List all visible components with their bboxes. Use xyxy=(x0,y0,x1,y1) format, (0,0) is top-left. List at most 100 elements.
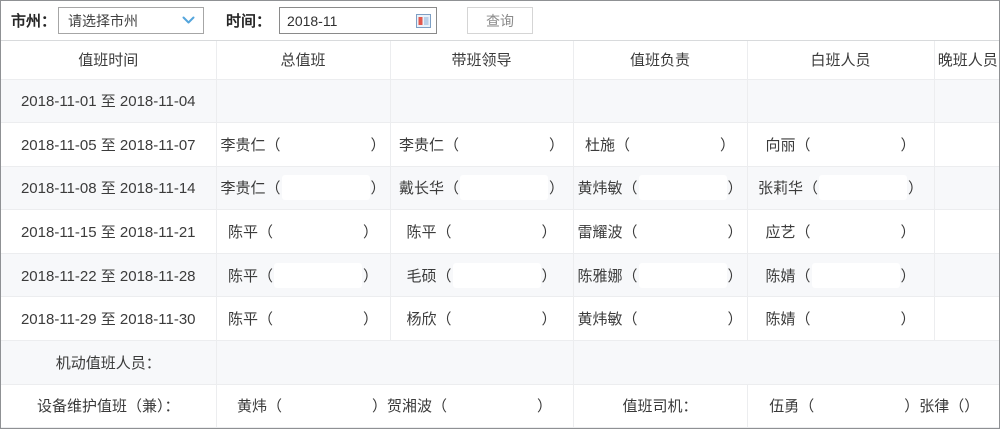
date-input[interactable]: 2018-11 xyxy=(279,7,438,34)
blank-input[interactable] xyxy=(811,131,900,157)
night-shift-cell xyxy=(934,122,999,167)
leader-cell: 戴长华（ ） xyxy=(390,166,574,211)
leader-cell: 陈平（ ） xyxy=(390,209,574,254)
leader-cell: 杨欣（ ） xyxy=(390,296,574,342)
cell-text: ） xyxy=(541,267,557,285)
cell-text: 戴长华（ xyxy=(398,180,459,198)
duty-charge-cell: 陈雅娜（ ） xyxy=(573,253,748,298)
night-shift-cell xyxy=(934,79,999,124)
cell-text: ） xyxy=(727,267,743,285)
flexible-duty-cell xyxy=(573,340,999,385)
duty-charge-cell: 黄炜敏（ ） xyxy=(573,296,748,342)
night-shift-cell xyxy=(934,296,999,342)
cell-text: ） xyxy=(537,398,553,416)
table-row: 2018-11-29 至 2018-11-30 陈平（ ） 杨欣（ ） 黄炜敏（ ） 陈婧（ ） xyxy=(1,296,999,342)
table-row: 机动值班人员： xyxy=(1,340,999,385)
cell-text: 李贵仁（ xyxy=(220,136,281,154)
cell-text: 雷耀波（ xyxy=(577,224,638,242)
table-row: 2018-11-08 至 2018-11-14 李贵仁（）戴长华（）黄炜敏（）张莉… xyxy=(1,166,999,211)
day-shift-cell: 陈婧（ ） xyxy=(747,253,935,298)
chief-duty-cell xyxy=(216,79,391,124)
blank-input[interactable] xyxy=(811,219,900,245)
cell-text: ） xyxy=(900,136,916,154)
cell-text: ） xyxy=(727,180,743,198)
search-button-label: 查询 xyxy=(486,12,515,29)
calendar-icon[interactable] xyxy=(416,13,432,28)
duty-charge-cell: 黄炜敏（ ） xyxy=(573,166,748,211)
chevron-down-icon xyxy=(182,16,195,25)
date-value: 2018-11 xyxy=(287,12,338,29)
blank-input[interactable] xyxy=(452,306,541,332)
cell-text: 应艺（ xyxy=(765,224,811,242)
blank-input[interactable] xyxy=(638,262,727,288)
blank-input[interactable] xyxy=(274,262,362,288)
cell-text: 杨欣（ xyxy=(406,311,452,329)
chief-duty-cell: 李贵仁（ ） xyxy=(216,122,391,167)
flexible-duty-cell xyxy=(216,340,574,385)
day-shift-cell: 应艺（ ） xyxy=(747,209,935,254)
maintenance-duty-label-cell: 设备维护值班（兼）： xyxy=(1,384,217,428)
blank-input[interactable] xyxy=(638,175,727,201)
cell-text: 2018-11-29 至 2018-11-30 xyxy=(20,311,196,329)
cell-text: 向丽（ xyxy=(765,136,811,154)
leader-cell: 李贵仁（ ） xyxy=(390,122,574,167)
cell-text: 2018-11-01 至 2018-11-04 xyxy=(20,93,196,111)
header-row: 值班时间 总值班 带班领导 值班负责 白班人员 晚班人员 xyxy=(1,41,999,80)
duty-date-cell: 2018-11-29 至 2018-11-30 xyxy=(1,296,217,342)
column-header-night-shift: 晚班人员 xyxy=(934,41,999,80)
day-shift-cell: 张莉华（ ） xyxy=(747,166,935,211)
cell-text: 2018-11-08 至 2018-11-14 xyxy=(20,180,196,198)
cell-text: ）张律（） xyxy=(904,398,980,416)
cell-text: 黄炜敏（ xyxy=(577,180,638,198)
blank-input[interactable] xyxy=(811,306,900,332)
blank-input[interactable] xyxy=(460,175,548,201)
column-header-duty-time: 值班时间 xyxy=(1,41,217,80)
cell-text: ） xyxy=(370,136,386,154)
chief-duty-cell: 陈平（ ） xyxy=(216,253,391,298)
cell-text: ） xyxy=(727,311,743,329)
duty-date-cell: 2018-11-15 至 2018-11-21 xyxy=(1,209,217,254)
blank-input[interactable] xyxy=(452,262,541,288)
blank-input[interactable] xyxy=(448,393,536,419)
search-button[interactable]: 查询 xyxy=(467,7,534,34)
region-select[interactable]: 请选择市州 xyxy=(58,7,205,34)
cell-text: ） xyxy=(541,311,557,329)
table-row: 设备维护值班（兼）： 黄炜（ ）贺湘波（ ） 值班司机： 伍勇（ ）张律（） xyxy=(1,384,999,428)
blank-input[interactable] xyxy=(274,219,362,245)
blank-input[interactable] xyxy=(281,131,370,157)
blank-input[interactable] xyxy=(452,219,541,245)
blank-input[interactable] xyxy=(819,175,907,201)
night-shift-cell xyxy=(934,253,999,298)
table-row: 2018-11-01 至 2018-11-04 xyxy=(1,79,999,124)
blank-input[interactable] xyxy=(815,393,904,419)
column-header-leader: 带班领导 xyxy=(390,41,574,80)
cell-text: 陈平（ xyxy=(227,267,273,285)
blank-input[interactable] xyxy=(631,131,719,157)
blank-input[interactable] xyxy=(460,131,548,157)
cell-text: 黄炜（ xyxy=(236,398,282,416)
day-shift-cell: 向丽（ ） xyxy=(747,122,935,167)
blank-input[interactable] xyxy=(638,219,727,245)
blank-input[interactable] xyxy=(282,393,371,419)
chief-duty-cell: 陈平（ ） xyxy=(216,209,391,254)
duty-date-cell: 2018-11-08 至 2018-11-14 xyxy=(1,166,217,211)
blank-input[interactable] xyxy=(811,262,900,288)
cell-text: 2018-11-15 至 2018-11-21 xyxy=(20,224,196,242)
blank-input[interactable] xyxy=(281,175,370,201)
cell-text: ） xyxy=(363,224,379,242)
time-label: 时间： xyxy=(226,13,272,30)
table-row: 2018-11-15 至 2018-11-21 陈平（ ） 陈平（ ） 雷耀波（ ） 应艺（ ） xyxy=(1,209,999,254)
maintenance-duty-cell: 黄炜（ ）贺湘波（ ） xyxy=(216,384,574,428)
driver-cell: 伍勇（ ）张律（） xyxy=(747,384,999,428)
cell-text: 设备维护值班（兼）： xyxy=(36,398,180,416)
toolbar: 市州： 请选择市州 时间： 2018-11 查询 xyxy=(1,1,999,41)
leader-cell: 毛硕（ ） xyxy=(390,253,574,298)
blank-input[interactable] xyxy=(274,306,362,332)
table-row: 2018-11-05 至 2018-11-07 李贵仁（）李贵仁（）杜施（）向丽（… xyxy=(1,122,999,167)
blank-input[interactable] xyxy=(638,306,727,332)
chief-duty-cell: 陈平（ ） xyxy=(216,296,391,342)
cell-text: ） xyxy=(549,180,565,198)
duty-charge-cell xyxy=(573,79,748,124)
cell-text: 伍勇（ xyxy=(769,398,815,416)
